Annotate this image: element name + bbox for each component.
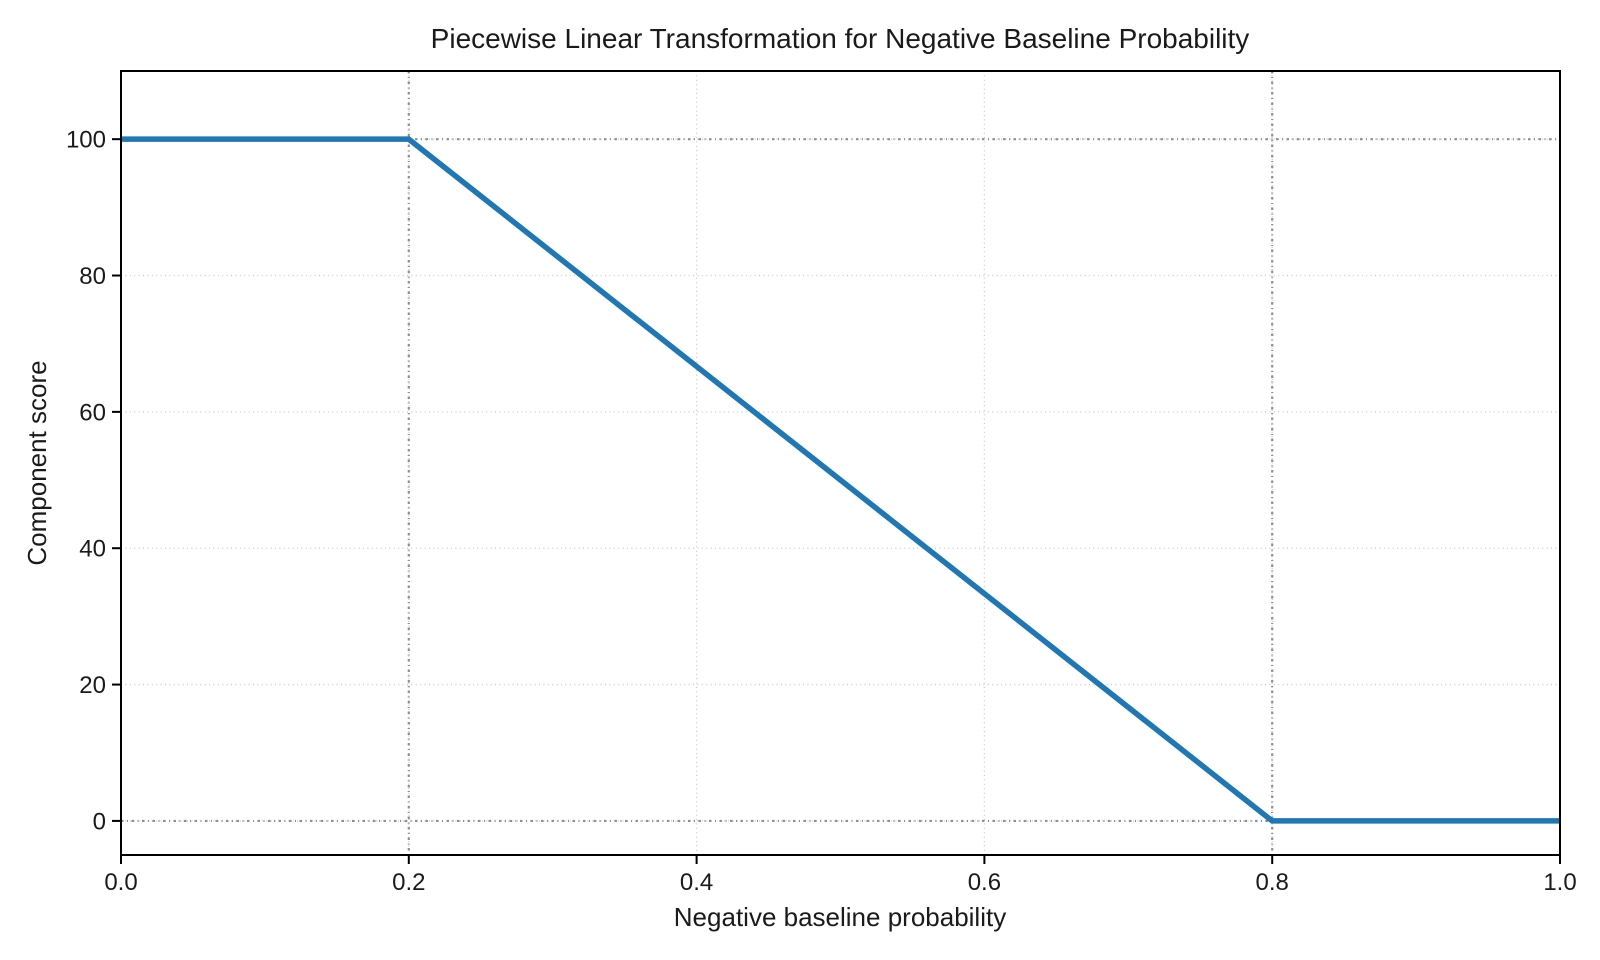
series-layer (121, 136, 1560, 824)
x-tick-label: 0.2 (392, 869, 425, 896)
x-tick-label: 1.0 (1543, 869, 1576, 896)
x-tick-label: 0.0 (104, 869, 137, 896)
x-tick-label: 0.6 (968, 869, 1001, 896)
x-axis-label: Negative baseline probability (674, 902, 1006, 932)
y-tick-label: 0 (93, 808, 106, 835)
chart-title: Piecewise Linear Transformation for Nega… (431, 23, 1250, 54)
reference-layer (121, 71, 1560, 855)
y-tick-label: 20 (79, 672, 106, 699)
grid-layer (121, 71, 1560, 855)
axis-spines (120, 70, 1561, 856)
tick-layer: 0.0 0.2 0.4 0.6 0.8 1.0 0 20 40 60 80 100 (66, 127, 1577, 896)
data-line (121, 136, 1560, 824)
y-tick-label: 60 (79, 399, 106, 426)
y-tick-label: 80 (79, 263, 106, 290)
y-axis-label: Component score (22, 360, 52, 565)
y-tick-label: 100 (66, 127, 106, 154)
axes-layer (120, 70, 1561, 856)
x-tick-label: 0.4 (680, 869, 713, 896)
x-tick-label: 0.8 (1256, 869, 1289, 896)
y-tick-label: 40 (79, 536, 106, 563)
